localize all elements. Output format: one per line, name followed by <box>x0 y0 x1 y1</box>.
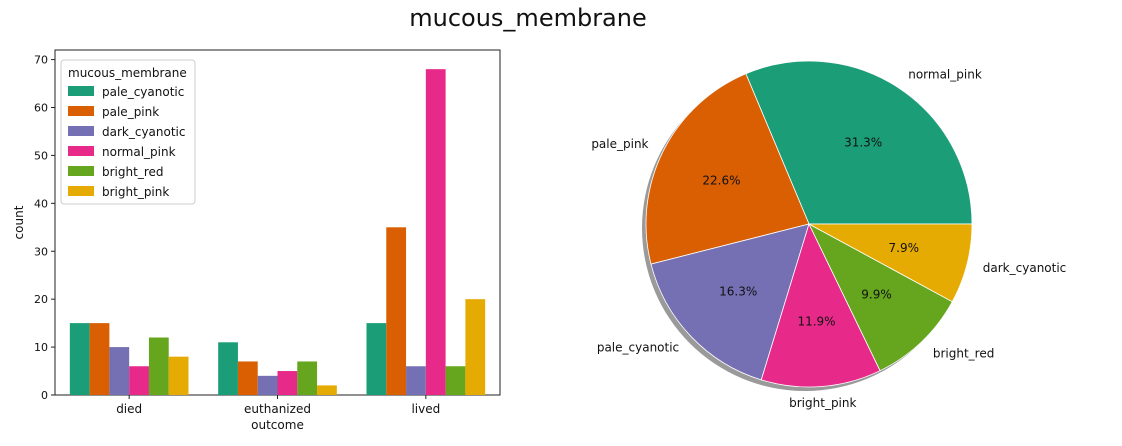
bar-bright_red <box>148 337 169 395</box>
legend-title: mucous_membrane <box>68 66 187 80</box>
legend-swatch-bright_red <box>68 166 94 176</box>
bar-bright_pink <box>317 385 337 395</box>
pie-pct-label: 31.3% <box>844 136 882 150</box>
bar-bright_red <box>445 366 466 395</box>
bar-bright_pink <box>168 356 189 395</box>
legend-swatch-pale_cyanotic <box>68 86 94 96</box>
y-tick-label: 0 <box>41 389 48 402</box>
y-tick-label: 20 <box>34 293 48 306</box>
y-tick-label: 30 <box>34 245 48 258</box>
bar-normal_pink <box>425 69 446 396</box>
bar-pale_cyanotic <box>218 342 238 395</box>
bar-normal_pink <box>277 371 298 395</box>
x-axis-label: outcome <box>251 418 304 432</box>
pie-slice-dark_cyanotic <box>808 223 973 303</box>
legend-label-dark_cyanotic: dark_cyanotic <box>102 125 186 139</box>
pie-pct-label: 7.9% <box>889 241 920 255</box>
pie-slice-pale_pink <box>645 73 810 265</box>
bar-pale_cyanotic <box>69 323 90 395</box>
pie-pct-label: 9.9% <box>861 288 892 302</box>
bar-pale_pink <box>89 323 110 395</box>
bar-bright_red <box>297 361 318 395</box>
bar-pale_pink <box>386 227 407 395</box>
legend-label-bright_pink: bright_pink <box>102 185 169 199</box>
legend-swatch-bright_pink <box>68 186 94 196</box>
y-tick-label: 60 <box>34 102 48 115</box>
bar-normal_pink <box>129 366 149 395</box>
pie-pct-label: 11.9% <box>797 315 835 329</box>
x-tick-label: lived <box>411 402 440 416</box>
legend-label-bright_red: bright_red <box>102 165 163 179</box>
pie-slice-bright_pink <box>760 222 881 388</box>
bar-dark_cyanotic <box>257 375 278 395</box>
pie-pct-label: 16.3% <box>719 284 757 298</box>
pie-slice-label: pale_pink <box>591 137 648 151</box>
figure-title: mucous_membrane <box>409 4 647 32</box>
legend-swatch-dark_cyanotic <box>68 126 94 136</box>
legend-swatch-pale_pink <box>68 106 94 116</box>
legend-swatch-normal_pink <box>68 146 94 156</box>
pie-slice-label: pale_cyanotic <box>597 341 679 355</box>
pie-slice-pale_cyanotic <box>650 223 810 381</box>
legend-box <box>60 59 196 205</box>
bar-bright_pink <box>465 299 486 395</box>
y-tick-label: 50 <box>34 149 48 162</box>
bar-dark_cyanotic <box>109 347 130 395</box>
y-tick-label: 70 <box>34 54 48 67</box>
pie-slice-label: dark_cyanotic <box>983 261 1066 275</box>
pie-slice-label: bright_red <box>933 347 994 361</box>
pie-slice-bright_red <box>808 223 953 372</box>
y-tick-label: 10 <box>34 341 48 354</box>
bar-pale_cyanotic <box>366 323 387 395</box>
bar-dark_cyanotic <box>406 366 426 395</box>
y-axis-label: count <box>12 205 26 239</box>
legend: mucous_membrane pale_cyanotic pale_pinkdar… <box>60 59 196 205</box>
bar-chart: 0 10 20 30 40 50 60 70 died euthanized lived outcom… <box>12 49 501 432</box>
legend-label-pale_cyanotic: pale_cyanotic <box>102 85 184 99</box>
x-tick-label: euthanized <box>244 402 311 416</box>
legend-label-normal_pink: normal_pink <box>102 145 176 159</box>
y-tick-label: 40 <box>34 197 48 210</box>
pie-slice-normal_pink <box>745 60 973 225</box>
legend-label-pale_pink: pale_pink <box>102 105 159 119</box>
pie-slice-label: bright_pink <box>789 396 856 410</box>
bar-pale_pink <box>237 361 258 395</box>
x-tick-label: died <box>116 402 142 416</box>
pie-pct-label: 22.6% <box>702 173 740 187</box>
pie-slice-label: normal_pink <box>908 68 982 82</box>
